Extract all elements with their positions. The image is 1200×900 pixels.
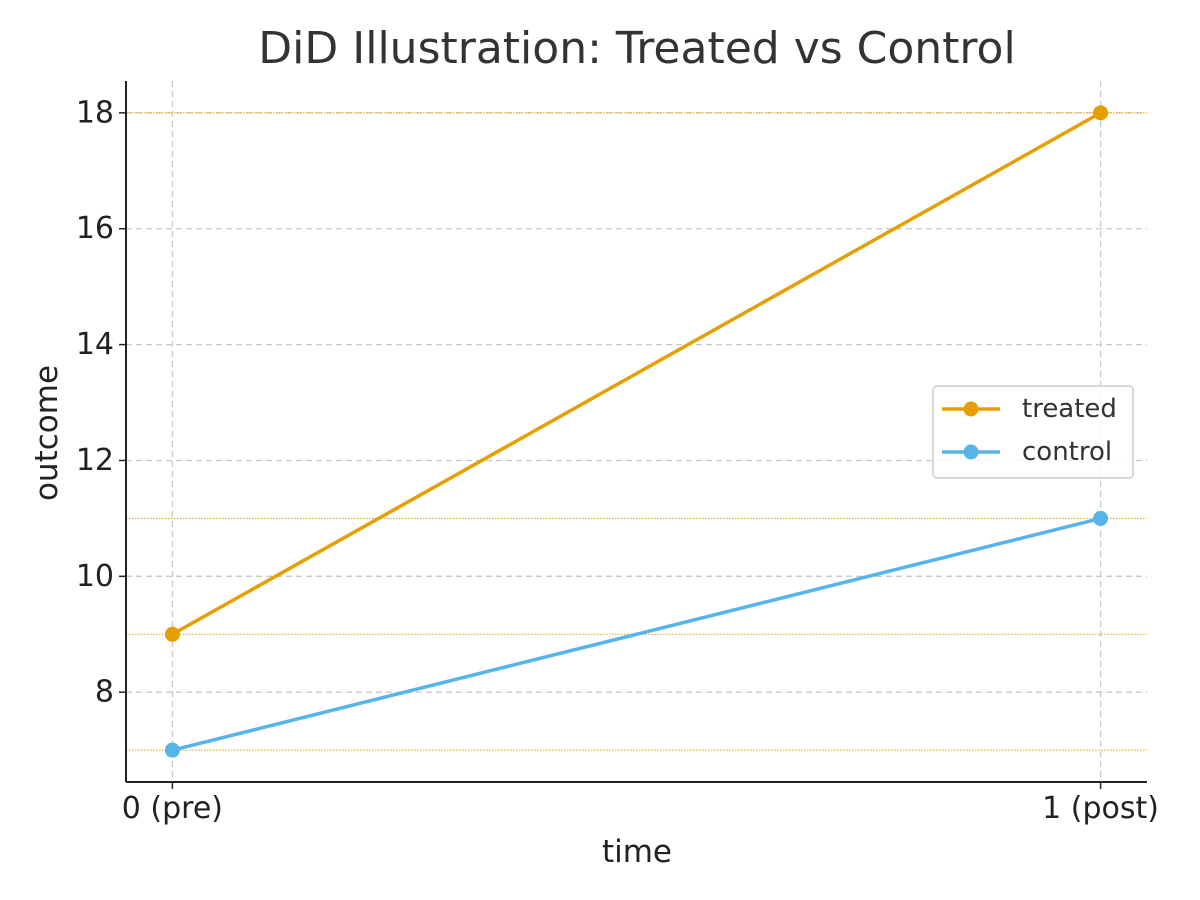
- data-point-treated: [164, 626, 180, 642]
- legend-swatch-marker: [963, 401, 979, 417]
- y-axis-label: outcome: [29, 365, 65, 501]
- x-axis-label: time: [602, 834, 672, 870]
- legend-items: treated control: [942, 394, 1117, 467]
- legend: treated control: [932, 385, 1134, 479]
- legend-swatch-marker: [963, 444, 979, 460]
- data-point-control: [1093, 510, 1109, 526]
- y-tick-label: 12: [76, 443, 114, 478]
- y-tick-labels: 8 10 12 14 16 18: [76, 95, 114, 709]
- legend-entry-treated: treated: [942, 394, 1117, 424]
- x-tick-labels: 0 (pre) 1 (post): [122, 791, 1159, 826]
- y-tick-label: 16: [76, 211, 114, 246]
- x-tick-label: 0 (pre): [122, 791, 223, 826]
- series-lines: [164, 105, 1109, 758]
- series-control: [164, 510, 1109, 758]
- y-tick-label: 10: [76, 559, 114, 594]
- legend-label: control: [1022, 437, 1112, 467]
- series-treated: [164, 105, 1109, 642]
- y-tick-label: 18: [76, 95, 114, 130]
- axes: [119, 81, 1147, 789]
- series-line-control: [170, 516, 1103, 752]
- legend-label: treated: [1022, 394, 1117, 424]
- chart-title: DiD Illustration: Treated vs Control: [258, 23, 1015, 74]
- series-line-treated: [170, 111, 1103, 637]
- x-tick-label: 1 (post): [1042, 791, 1159, 826]
- data-point-control: [164, 742, 180, 758]
- y-tick-label: 14: [76, 327, 114, 362]
- y-tick-label: 8: [95, 675, 114, 710]
- data-point-treated: [1093, 105, 1109, 121]
- legend-entry-control: control: [942, 437, 1112, 467]
